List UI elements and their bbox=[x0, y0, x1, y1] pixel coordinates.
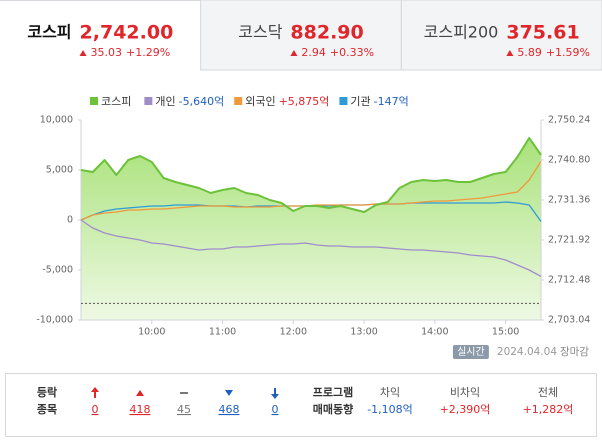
series-line bbox=[80, 137, 542, 213]
y-tick-label: 10,000 bbox=[40, 115, 73, 126]
tab-change: 35.03 bbox=[91, 46, 123, 59]
y-tick-label: -10,000 bbox=[36, 315, 73, 326]
y2-tick-label: 2,721.92 bbox=[548, 235, 590, 246]
y2-tick-label: 2,703.04 bbox=[548, 315, 590, 326]
market-state: 장마감 bbox=[560, 346, 589, 358]
status-badge bbox=[452, 345, 489, 359]
legend-swatch bbox=[339, 97, 348, 105]
up-triangle bbox=[79, 50, 87, 56]
tab[interactable] bbox=[200, 0, 402, 71]
program-name: 비차익 bbox=[450, 386, 480, 399]
tab-name: 코스피200 bbox=[424, 23, 499, 42]
breadth-value[interactable]: 0 bbox=[272, 403, 279, 416]
breadth-value[interactable]: 0 bbox=[92, 403, 99, 416]
legend-summary: +5,875억 bbox=[279, 95, 330, 108]
breadth-value[interactable]: 468 bbox=[219, 403, 240, 416]
legend-name: 개인 bbox=[155, 95, 175, 108]
x-tick-label: 11:00 bbox=[209, 327, 236, 338]
tab[interactable] bbox=[400, 0, 602, 71]
tab-value: 882.90 bbox=[290, 22, 363, 44]
y-tick-label: 5,000 bbox=[46, 165, 73, 176]
y2-tick-label: 2,750.24 bbox=[548, 115, 590, 126]
up-triangle bbox=[290, 50, 298, 56]
tab-top-border bbox=[0, 0, 201, 1]
tab-value: 375.61 bbox=[506, 22, 579, 44]
tab-name: 코스닥 bbox=[238, 23, 282, 42]
legend-summary: -5,640억 bbox=[179, 95, 225, 108]
legend-swatch bbox=[90, 97, 98, 105]
x-tick-label: 10:00 bbox=[138, 327, 165, 338]
tab-rate: +1.59% bbox=[546, 46, 590, 59]
icon-up bbox=[136, 390, 144, 396]
tab-change: 5.89 bbox=[517, 46, 542, 59]
icon-head bbox=[91, 387, 99, 392]
breadth-value[interactable]: 45 bbox=[177, 403, 191, 416]
legend-name: 외국인 bbox=[245, 95, 275, 108]
breadth-label: 등락 bbox=[37, 386, 57, 399]
program-label: 프로그램 bbox=[313, 385, 353, 399]
x-tick-label: 14:00 bbox=[421, 327, 448, 338]
y2-tick-label: 2,712.48 bbox=[548, 275, 590, 286]
y-tick-label: 0 bbox=[67, 215, 73, 226]
program-value: -1,108억 bbox=[367, 403, 413, 416]
program-value: +1,282억 bbox=[523, 403, 574, 416]
summary-box bbox=[5, 373, 597, 437]
up-triangle bbox=[506, 50, 514, 56]
legend-swatch bbox=[144, 97, 153, 105]
status-badge-text: 실시간 bbox=[457, 346, 485, 358]
tab-change: 2.94 bbox=[301, 46, 326, 59]
program-name: 차익 bbox=[380, 386, 400, 399]
series-area bbox=[81, 138, 541, 320]
y2-tick-label: 2,731.36 bbox=[548, 195, 590, 206]
y2-tick-label: 2,740.80 bbox=[548, 155, 590, 166]
x-tick-label: 15:00 bbox=[492, 327, 519, 338]
tab-value: 2,742.00 bbox=[80, 22, 174, 44]
breadth-label: 종목 bbox=[37, 403, 57, 416]
program-value: +2,390억 bbox=[440, 403, 491, 416]
tab-name: 코스피 bbox=[27, 23, 71, 42]
legend-swatch bbox=[234, 97, 243, 105]
icon-down bbox=[225, 390, 233, 396]
icon-head bbox=[271, 394, 279, 399]
program-name: 전체 bbox=[538, 386, 558, 399]
tab[interactable] bbox=[0, 0, 201, 70]
x-tick-label: 13:00 bbox=[350, 327, 377, 338]
breadth-value[interactable]: 418 bbox=[130, 403, 151, 416]
legend-summary: -147억 bbox=[374, 95, 409, 108]
tab-rate: +1.29% bbox=[126, 46, 170, 59]
x-tick-label: 12:00 bbox=[280, 327, 307, 338]
legend-name: 기관 bbox=[350, 95, 370, 108]
market-date: 2024.04.04 bbox=[497, 346, 557, 358]
legend-name: 코스피 bbox=[101, 95, 131, 108]
y-tick-label: -5,000 bbox=[42, 265, 73, 276]
program-label: 매매동향 bbox=[313, 402, 353, 416]
series-line bbox=[80, 219, 542, 277]
tab-rate: +0.33% bbox=[330, 46, 374, 59]
